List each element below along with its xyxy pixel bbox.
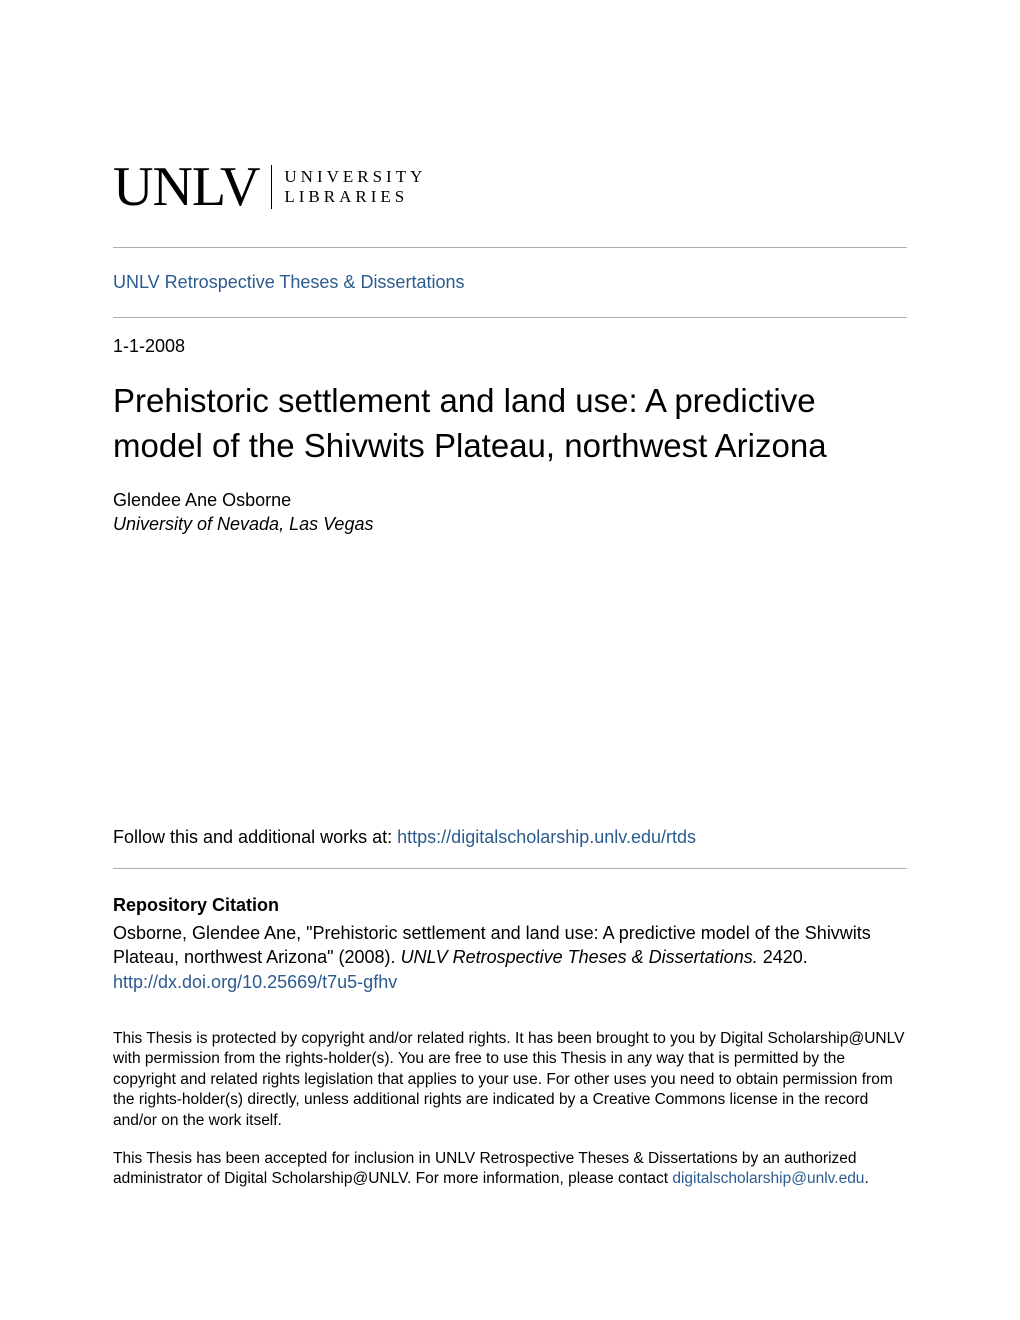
divider-breadcrumb	[113, 317, 907, 318]
unlv-logo: UNLV UNIVERSITY LIBRARIES	[113, 155, 907, 219]
vertical-spacer	[113, 535, 907, 827]
citation-series-title: UNLV Retrospective Theses & Dissertation…	[401, 947, 758, 967]
citation-series-number: 2420.	[758, 947, 808, 967]
logo-main-text: UNLV	[113, 155, 259, 219]
logo-divider-icon	[271, 165, 272, 209]
contact-email-link[interactable]: digitalscholarship@unlv.edu	[672, 1170, 864, 1187]
citation-section: Repository Citation Osborne, Glendee Ane…	[113, 869, 907, 993]
logo-container: UNLV UNIVERSITY LIBRARIES	[113, 155, 907, 219]
document-title: Prehistoric settlement and land use: A p…	[113, 379, 907, 468]
author-name: Glendee Ane Osborne	[113, 490, 907, 511]
follow-works-line: Follow this and additional works at: htt…	[113, 827, 907, 848]
citation-heading: Repository Citation	[113, 895, 907, 916]
author-affiliation: University of Nevada, Las Vegas	[113, 514, 907, 535]
rights-paragraph-1: This Thesis is protected by copyright an…	[113, 1029, 907, 1131]
follow-prefix: Follow this and additional works at:	[113, 827, 397, 847]
page-container: UNLV UNIVERSITY LIBRARIES UNLV Retrospec…	[0, 0, 1020, 1250]
rights-paragraph-2: This Thesis has been accepted for inclus…	[113, 1149, 907, 1190]
logo-sub-line1: UNIVERSITY	[284, 167, 426, 186]
citation-body: Osborne, Glendee Ane, "Prehistoric settl…	[113, 921, 907, 970]
logo-sub-line2: LIBRARIES	[284, 187, 408, 206]
collection-link[interactable]: UNLV Retrospective Theses & Dissertation…	[113, 272, 464, 292]
rights-p2-suffix: .	[864, 1170, 868, 1187]
publication-date: 1-1-2008	[113, 336, 907, 357]
doi-link[interactable]: http://dx.doi.org/10.25669/t7u5-gfhv	[113, 972, 907, 993]
follow-works-link[interactable]: https://digitalscholarship.unlv.edu/rtds	[397, 827, 696, 847]
logo-subtitle: UNIVERSITY LIBRARIES	[284, 167, 426, 206]
breadcrumb: UNLV Retrospective Theses & Dissertation…	[113, 248, 907, 317]
